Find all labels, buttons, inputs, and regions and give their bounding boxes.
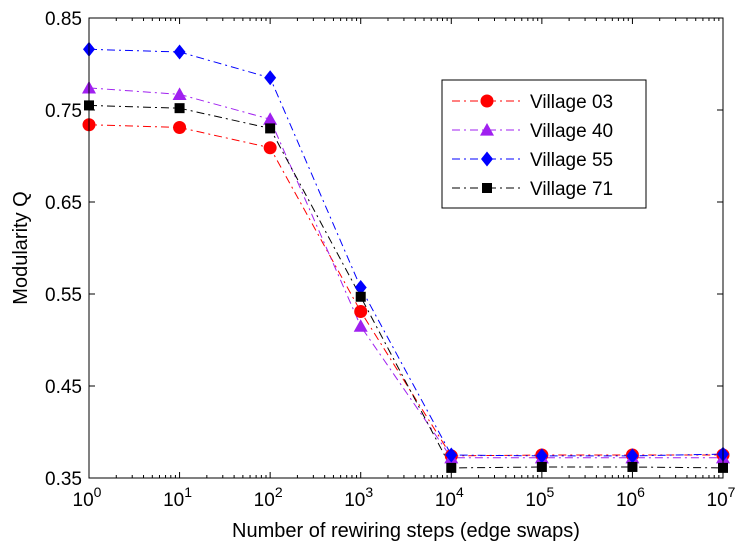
y-tick-label: 0.75 bbox=[45, 101, 82, 122]
data-point-s1-2 bbox=[173, 120, 187, 134]
legend: Village 03 Village 40 Village 55 Village 71 bbox=[441, 79, 647, 209]
x-tick-label: 103 bbox=[344, 484, 373, 511]
legend-label-3: Village 55 bbox=[530, 150, 613, 171]
legend-label-1: Village 03 bbox=[530, 92, 613, 113]
legend-marker-1 bbox=[480, 94, 494, 108]
y-tick-label: 0.35 bbox=[45, 469, 82, 490]
data-point-s2-4 bbox=[353, 319, 368, 332]
data-point-s4-6 bbox=[536, 461, 547, 472]
plot-frame bbox=[88, 17, 724, 479]
series-line-4 bbox=[88, 104, 724, 469]
data-point-s3-2 bbox=[173, 44, 186, 60]
x-tick-label: 102 bbox=[254, 484, 283, 511]
data-point-s3-3 bbox=[264, 70, 277, 86]
y-tick-label: 0.45 bbox=[45, 377, 82, 398]
data-point-s4-5 bbox=[446, 462, 457, 473]
legend-marker-2 bbox=[480, 123, 494, 136]
data-point-s4-4 bbox=[355, 291, 366, 302]
data-point-s2-3 bbox=[263, 112, 278, 125]
x-tick-label: 104 bbox=[435, 484, 464, 511]
series-line-3 bbox=[88, 48, 724, 457]
y-axis-label: Modularity Q bbox=[10, 191, 32, 304]
y-tick-label: 0.65 bbox=[45, 193, 82, 214]
data-point-s4-3 bbox=[265, 123, 276, 134]
data-point-s3-5 bbox=[445, 447, 458, 463]
x-tick-label: 107 bbox=[707, 484, 736, 511]
data-point-s2-2 bbox=[172, 87, 187, 100]
y-tick-label: 0.85 bbox=[45, 9, 82, 30]
data-point-s3-4 bbox=[354, 280, 367, 296]
data-point-s3-6 bbox=[535, 448, 548, 464]
legend-marker-4 bbox=[482, 183, 492, 193]
data-point-s1-4 bbox=[354, 304, 368, 318]
series-line-2 bbox=[88, 87, 723, 459]
x-tick-label: 100 bbox=[73, 484, 102, 511]
legend-label-4: Village 71 bbox=[530, 179, 613, 200]
y-tick-label: 0.55 bbox=[45, 285, 82, 306]
x-tick-label: 106 bbox=[616, 484, 645, 511]
x-axis-label: Number of rewiring steps (edge swaps) bbox=[232, 520, 580, 542]
data-point-s3-7 bbox=[626, 448, 639, 464]
x-tick-label: 105 bbox=[525, 484, 554, 511]
x-tick-label: 101 bbox=[163, 484, 192, 511]
legend-marker-3 bbox=[481, 151, 493, 167]
data-point-s1-3 bbox=[263, 141, 277, 155]
axis-ticks: 100 101 102 103 104 105 106 107 0.35 0.45 0.55 0.65… bbox=[45, 9, 736, 511]
data-point-s4-7 bbox=[627, 461, 638, 472]
data-point-s4-2 bbox=[174, 103, 185, 114]
series-line-1 bbox=[88, 124, 723, 457]
legend-label-2: Village 40 bbox=[530, 121, 613, 142]
